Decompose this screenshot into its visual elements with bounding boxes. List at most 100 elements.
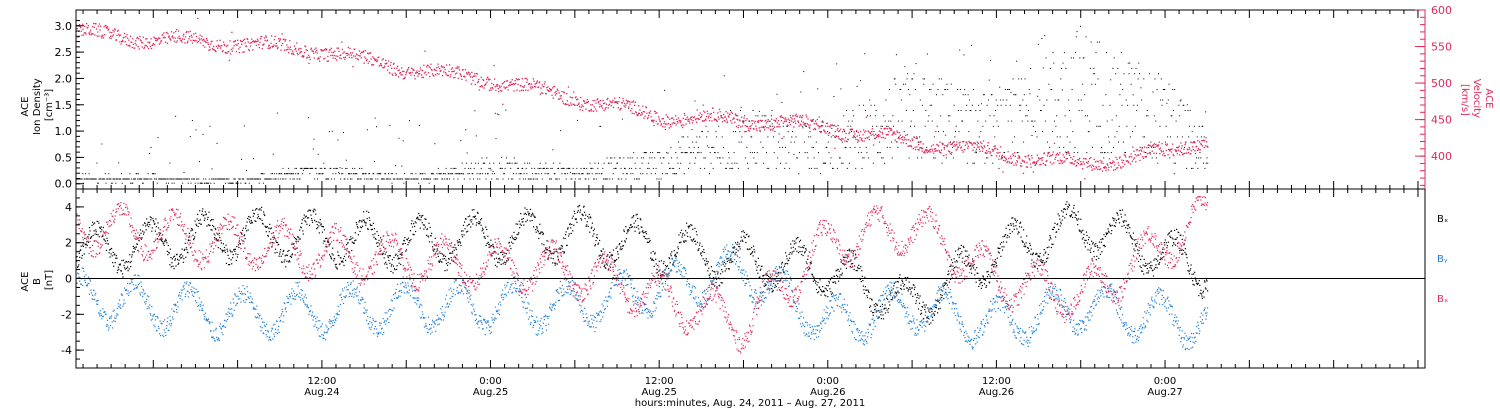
velocity-point: [239, 46, 241, 48]
velocity-point: [844, 137, 847, 139]
b-point: [257, 216, 260, 218]
velocity-point: [211, 47, 214, 50]
velocity-point: [834, 147, 836, 149]
b-point: [171, 258, 173, 260]
b-point: [140, 238, 143, 240]
density-point: [219, 178, 221, 180]
b-point: [109, 249, 111, 251]
density-point: [501, 156, 503, 158]
density-point: [954, 136, 956, 138]
density-point: [900, 89, 902, 90]
b-point: [321, 231, 323, 233]
density-point: [404, 178, 406, 180]
velocity-point: [761, 119, 763, 122]
velocity-point: [1080, 161, 1082, 163]
density-point: [825, 162, 826, 164]
density-point: [329, 167, 331, 169]
density-point: [650, 152, 651, 154]
density-point: [509, 162, 511, 164]
density-point: [1028, 110, 1029, 111]
density-point: [607, 178, 609, 180]
velocity-point: [687, 120, 689, 122]
velocity-point: [749, 126, 751, 128]
density-point: [296, 178, 298, 180]
density-point: [100, 178, 102, 180]
velocity-point: [86, 23, 88, 25]
b-point: [376, 231, 378, 233]
density-point: [388, 173, 389, 175]
velocity-point: [944, 144, 946, 147]
velocity-point: [693, 116, 695, 118]
velocity-point: [982, 140, 985, 142]
density-point: [1146, 115, 1148, 117]
density-point: [1042, 131, 1044, 133]
b-point: [650, 252, 652, 254]
velocity-point: [744, 124, 746, 127]
velocity-point: [440, 70, 442, 72]
b-point: [487, 241, 489, 243]
velocity-point: [1187, 149, 1189, 151]
velocity-point: [953, 145, 955, 147]
b-point: [162, 241, 164, 243]
density-point: [301, 167, 303, 169]
b-point: [308, 209, 310, 211]
b-point: [664, 264, 667, 267]
density-point: [687, 136, 689, 138]
b-point: [211, 229, 213, 231]
b-point: [804, 251, 806, 253]
b-point: [396, 268, 398, 271]
b-point: [400, 253, 402, 255]
b-point: [656, 272, 658, 274]
velocity-point: [1007, 151, 1009, 153]
b-point: [517, 233, 519, 235]
velocity-point: [1153, 152, 1155, 154]
density-point: [423, 178, 425, 180]
density-point: [279, 173, 281, 175]
b-point: [807, 258, 809, 260]
b-point: [452, 251, 454, 253]
density-point: [128, 178, 129, 180]
density-point: [287, 173, 289, 175]
density-point: [180, 178, 182, 180]
velocity-point: [1071, 158, 1074, 160]
density-point: [1160, 78, 1162, 80]
density-point: [745, 131, 747, 133]
velocity-point: [324, 48, 327, 50]
b-point: [331, 258, 333, 260]
velocity-point: [651, 119, 653, 121]
b-point: [323, 240, 325, 242]
velocity-point: [436, 73, 438, 75]
velocity-point: [1031, 155, 1033, 157]
velocity-point: [698, 114, 700, 116]
velocity-point: [81, 23, 84, 25]
density-point: [150, 147, 152, 148]
b-point: [155, 218, 157, 220]
velocity-point: [98, 35, 100, 37]
velocity-point: [307, 54, 310, 56]
velocity-point: [830, 136, 832, 138]
density-point: [605, 178, 607, 180]
b-point: [390, 265, 392, 267]
velocity-point: [655, 112, 657, 115]
b-point: [83, 242, 85, 244]
density-point: [227, 182, 229, 184]
b-point: [161, 238, 163, 240]
density-point: [626, 173, 628, 175]
density-point: [255, 178, 257, 180]
density-point: [395, 173, 397, 175]
density-point: [669, 167, 670, 169]
density-point: [1155, 157, 1157, 159]
velocity-point: [334, 50, 336, 52]
b-point: [418, 212, 420, 215]
velocity-point: [173, 32, 175, 34]
b-point: [502, 263, 504, 265]
density-point: [919, 99, 921, 101]
velocity-point: [1043, 153, 1045, 155]
density-point: [1079, 57, 1081, 59]
velocity-point: [358, 54, 360, 57]
b-point: [97, 234, 99, 236]
density-point: [557, 167, 559, 169]
velocity-point: [1146, 147, 1148, 149]
density-point: [232, 182, 233, 184]
velocity-point: [137, 45, 139, 48]
